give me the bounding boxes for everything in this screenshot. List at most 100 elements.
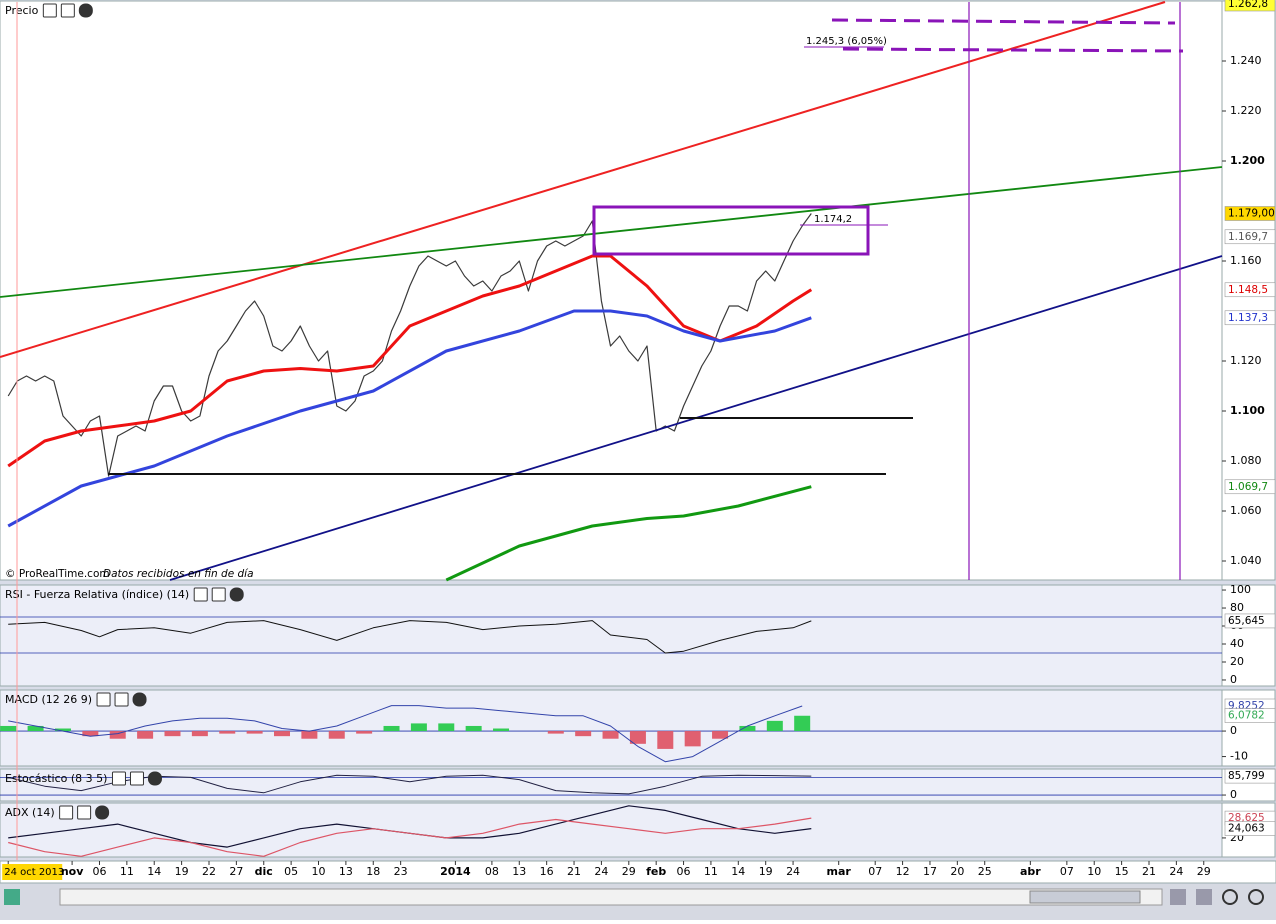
panel (0, 768, 1223, 802)
last-value-label: 1.169,7 (1228, 231, 1268, 243)
x-tick-label: 22 (202, 865, 216, 878)
panel-wrench-icon[interactable] (59, 805, 74, 820)
panel-title: RSI - Fuerza Relativa (índice) (14) (5, 588, 189, 601)
last-value-box (1224, 206, 1276, 221)
histogram-bar (191, 731, 208, 737)
histogram-bar (575, 731, 592, 737)
last-value-label: 1.137,3 (1228, 312, 1268, 324)
histogram-bar (739, 725, 756, 732)
panel-close-icon[interactable] (132, 692, 147, 707)
y-tick-label: 20 (1230, 655, 1244, 668)
histogram-bar (657, 731, 674, 749)
y-tick-label: 80 (1230, 601, 1244, 614)
histogram-bar (219, 731, 236, 734)
last-value-label: 65,645 (1228, 615, 1265, 627)
last-value-label: 24,063 (1228, 823, 1265, 835)
x-tick-label: 17 (923, 865, 937, 878)
zoom-in[interactable] (1248, 889, 1264, 905)
y-tick-label: 1.040 (1230, 554, 1262, 567)
histogram-bar (794, 715, 811, 732)
panel-window-icon[interactable] (77, 805, 92, 820)
histogram-bar (410, 723, 427, 732)
last-value-label: 6,0782 (1228, 710, 1265, 722)
last-value-box (1224, 0, 1276, 12)
source-note: Datos recibidos en fin de día (103, 568, 254, 580)
trendline (0, 166, 1223, 298)
scroll-thumb[interactable] (1029, 890, 1141, 904)
y-tick-label: 0 (1230, 788, 1237, 801)
last-value-label: 1.262,8 (1228, 0, 1268, 10)
histogram-bar (712, 731, 729, 739)
x-tick-label: 21 (1142, 865, 1156, 878)
x-tick-label: 07 (1060, 865, 1074, 878)
y-tick-label: 1.100 (1230, 404, 1265, 417)
x-tick-label: 14 (731, 865, 745, 878)
date-highlight (2, 864, 63, 880)
panel-close-icon[interactable] (147, 771, 162, 786)
icon[interactable] (1170, 889, 1186, 905)
x-tick-label: feb (646, 865, 666, 878)
y-tick-label: 1.200 (1230, 154, 1265, 167)
y-tick-label: 1.240 (1230, 54, 1262, 67)
y-tick-label: 40 (1230, 637, 1244, 650)
x-tick-label: 20 (950, 865, 964, 878)
panel-wrench-icon[interactable] (111, 771, 126, 786)
x-tick-label: 29 (622, 865, 636, 878)
scroll-track[interactable] (59, 888, 1163, 906)
x-tick-label: 13 (339, 865, 353, 878)
x-tick-label: 06 (677, 865, 691, 878)
drawings: 1.245,3 (6,05%) 1.174,2 © ProRealTime.co… (0, 1, 1223, 860)
x-tick-label: 21 (567, 865, 581, 878)
x-tick-label: 23 (394, 865, 408, 878)
x-tick-label: 27 (229, 865, 243, 878)
panel-wrench-icon[interactable] (42, 3, 57, 18)
last-value-box (1224, 282, 1276, 298)
series-line (445, 485, 812, 582)
histogram-bar (493, 728, 510, 732)
x-tick-label: 19 (759, 865, 773, 878)
histogram-bar (54, 728, 71, 732)
panel-close-icon[interactable] (229, 587, 244, 602)
panel-title: MACD (12 26 9) (5, 693, 92, 706)
x-axis (0, 860, 1276, 884)
last-value-box (1224, 708, 1276, 723)
icon[interactable] (4, 889, 20, 905)
panel-close-icon[interactable] (95, 805, 110, 820)
zoom-out[interactable] (1222, 889, 1238, 905)
histogram-bar (164, 731, 181, 737)
x-tick-label: 15 (1115, 865, 1129, 878)
x-tick-label: 05 (284, 865, 298, 878)
x-tick-label: 19 (175, 865, 189, 878)
series-line (7, 213, 812, 477)
x-tick-label: 24 (594, 865, 608, 878)
x-tick-label: 24 (786, 865, 800, 878)
last-value-box (1224, 768, 1276, 784)
icon[interactable] (1196, 889, 1212, 905)
x-tick-label: 07 (868, 865, 882, 878)
panel-window-icon[interactable] (211, 587, 226, 602)
histogram-bar (465, 725, 482, 732)
panel-close-icon[interactable] (78, 3, 93, 18)
range-box (592, 205, 870, 256)
last-value-box (1224, 229, 1276, 245)
histogram-bar (684, 731, 701, 747)
histogram-bar (547, 731, 564, 734)
panel-window-icon[interactable] (60, 3, 75, 18)
panel-wrench-icon[interactable] (193, 587, 208, 602)
panel-window-icon[interactable] (114, 692, 129, 707)
panel (0, 0, 1223, 581)
watermark: © ProRealTime.com (5, 568, 110, 580)
x-tick-label: 11 (704, 865, 718, 878)
x-tick-label: 11 (120, 865, 134, 878)
y-tick-label: 100 (1230, 583, 1251, 596)
panel-wrench-icon[interactable] (96, 692, 111, 707)
panel-window-icon[interactable] (129, 771, 144, 786)
histogram-bar (137, 731, 154, 739)
y-tick-label: -10 (1230, 750, 1248, 763)
x-tick-label: 24 oct 2013 (4, 867, 64, 878)
panel-title: ADX (14) (5, 806, 55, 819)
x-tick-label: 18 (366, 865, 380, 878)
x-tick-label: 14 (147, 865, 161, 878)
x-tick-label: mar (827, 865, 852, 878)
